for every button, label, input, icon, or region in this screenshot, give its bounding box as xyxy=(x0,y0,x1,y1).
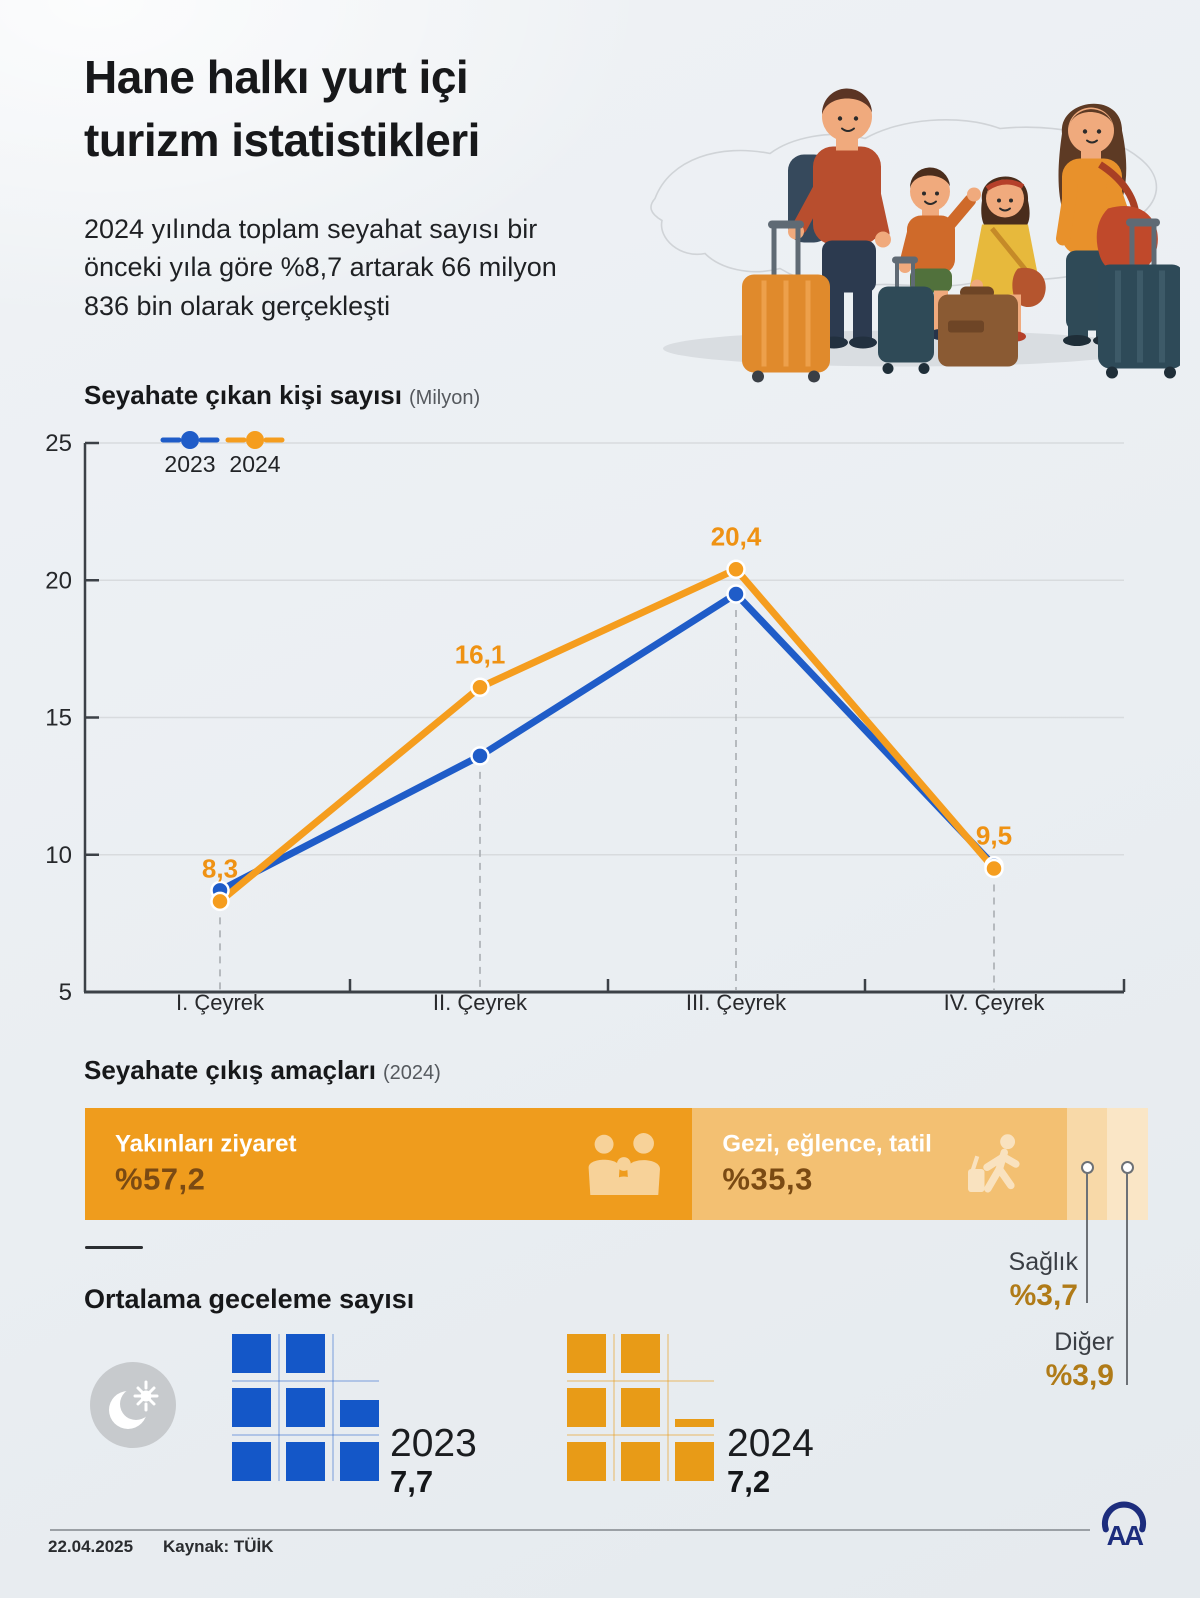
waffle-2024-label: 2024 7,2 xyxy=(727,1424,814,1497)
segment-label: Yakınları ziyaret xyxy=(115,1130,297,1158)
waffle-square xyxy=(286,1388,325,1427)
segment-percent: %35,3 xyxy=(722,1161,813,1197)
line-chart-title-unit: (Milyon) xyxy=(409,387,481,409)
callout-name: Diğer xyxy=(1054,1328,1114,1356)
svg-text:2023: 2023 xyxy=(164,451,215,477)
waffle-square xyxy=(286,1334,325,1373)
page-subtitle: 2024 yılında toplam seyahat sayısı bir ö… xyxy=(84,214,557,321)
svg-text:AA: AA xyxy=(1107,1520,1144,1551)
year-label: 2023 xyxy=(390,1422,477,1465)
page-title: Hane halkı yurt içi turizm istatistikler… xyxy=(84,51,480,166)
svg-text:10: 10 xyxy=(45,842,72,869)
svg-text:IV. Çeyrek: IV. Çeyrek xyxy=(944,990,1046,1015)
nights-title: Ortalama geceleme sayısı xyxy=(84,1284,415,1314)
svg-text:20,4: 20,4 xyxy=(711,521,762,551)
svg-text:5: 5 xyxy=(59,979,72,1006)
traveler-icon xyxy=(968,1134,1020,1193)
waffle-partial-square xyxy=(675,1419,714,1427)
family-illustration xyxy=(650,88,1180,383)
svg-text:II. Çeyrek: II. Çeyrek xyxy=(433,990,528,1015)
line-chart: 25 20 15 10 5 I. Çeyrek II. Çeyrek III. Çeyrek I… xyxy=(45,430,1126,1015)
year-label: 2024 xyxy=(727,1422,814,1465)
purposes-title: Seyahate çıkış amaçları (2024) xyxy=(84,1055,441,1085)
year-value: 7,2 xyxy=(727,1463,771,1499)
family-icon xyxy=(589,1133,661,1195)
waffle-square xyxy=(621,1388,660,1427)
aa-logo: AA xyxy=(1101,1501,1147,1551)
orange-suitcase xyxy=(742,220,830,383)
svg-text:15: 15 xyxy=(45,705,72,732)
waffle-2023-label: 2023 7,7 xyxy=(390,1424,477,1497)
waffle-2024 xyxy=(567,1334,714,1481)
footer-date: 22.04.2025 xyxy=(48,1537,134,1556)
purposes-stacked-bar: Yakınları ziyaret %57,2 Gezi, eğlence, t… xyxy=(85,1108,1148,1220)
waffle-square xyxy=(621,1334,660,1373)
footer-source: Kaynak: TÜİK xyxy=(163,1537,274,1556)
section-divider xyxy=(85,1246,143,1249)
other-callout-label: Diğer %3,9 xyxy=(1046,1328,1114,1393)
health-callout-label: Sağlık %3,7 xyxy=(1009,1248,1078,1313)
bar-segment-travel-leisure: Gezi, eğlence, tatil %35,3 xyxy=(692,1108,1068,1220)
svg-text:16,1: 16,1 xyxy=(455,639,506,669)
waffle-2023 xyxy=(232,1334,379,1481)
waffle-square xyxy=(567,1388,606,1427)
svg-text:III. Çeyrek: III. Çeyrek xyxy=(686,990,787,1015)
waffle-square xyxy=(232,1442,271,1481)
svg-text:9,5: 9,5 xyxy=(976,820,1012,850)
svg-text:25: 25 xyxy=(45,430,72,457)
waffle-square xyxy=(567,1334,606,1373)
svg-text:8,3: 8,3 xyxy=(202,853,238,883)
callout-percent: %3,9 xyxy=(1045,1359,1114,1392)
waffle-partial-square xyxy=(340,1400,379,1427)
brown-suitcase xyxy=(938,286,1018,367)
waffle-square xyxy=(567,1442,606,1481)
segment-percent: %57,2 xyxy=(115,1161,206,1197)
purposes-title-year: (2024) xyxy=(382,1062,441,1084)
callout-percent: %3,7 xyxy=(1009,1279,1078,1312)
waffle-square xyxy=(621,1442,660,1481)
other-callout-line xyxy=(1126,1173,1128,1385)
line-chart-title: Seyahate çıkan kişi sayısı (Milyon) xyxy=(84,380,481,410)
waffle-square xyxy=(232,1388,271,1427)
svg-text:2024: 2024 xyxy=(229,451,280,477)
health-callout-line xyxy=(1086,1173,1088,1303)
father-figure xyxy=(788,88,891,349)
svg-text:20: 20 xyxy=(45,567,72,594)
year-value: 7,7 xyxy=(390,1463,434,1499)
bar-segment-visiting-relatives: Yakınları ziyaret %57,2 xyxy=(85,1108,693,1220)
callout-name: Sağlık xyxy=(1008,1248,1078,1276)
small-teal-suitcase xyxy=(878,256,934,374)
large-teal-suitcase xyxy=(1098,218,1180,379)
footer-divider xyxy=(50,1529,1090,1531)
waffle-square xyxy=(232,1334,271,1373)
svg-text:I. Çeyrek: I. Çeyrek xyxy=(176,990,265,1015)
waffle-square xyxy=(675,1442,714,1481)
moon-sun-icon xyxy=(90,1362,176,1448)
waffle-square xyxy=(340,1442,379,1481)
segment-label: Gezi, eğlence, tatil xyxy=(722,1130,932,1158)
waffle-square xyxy=(286,1442,325,1481)
